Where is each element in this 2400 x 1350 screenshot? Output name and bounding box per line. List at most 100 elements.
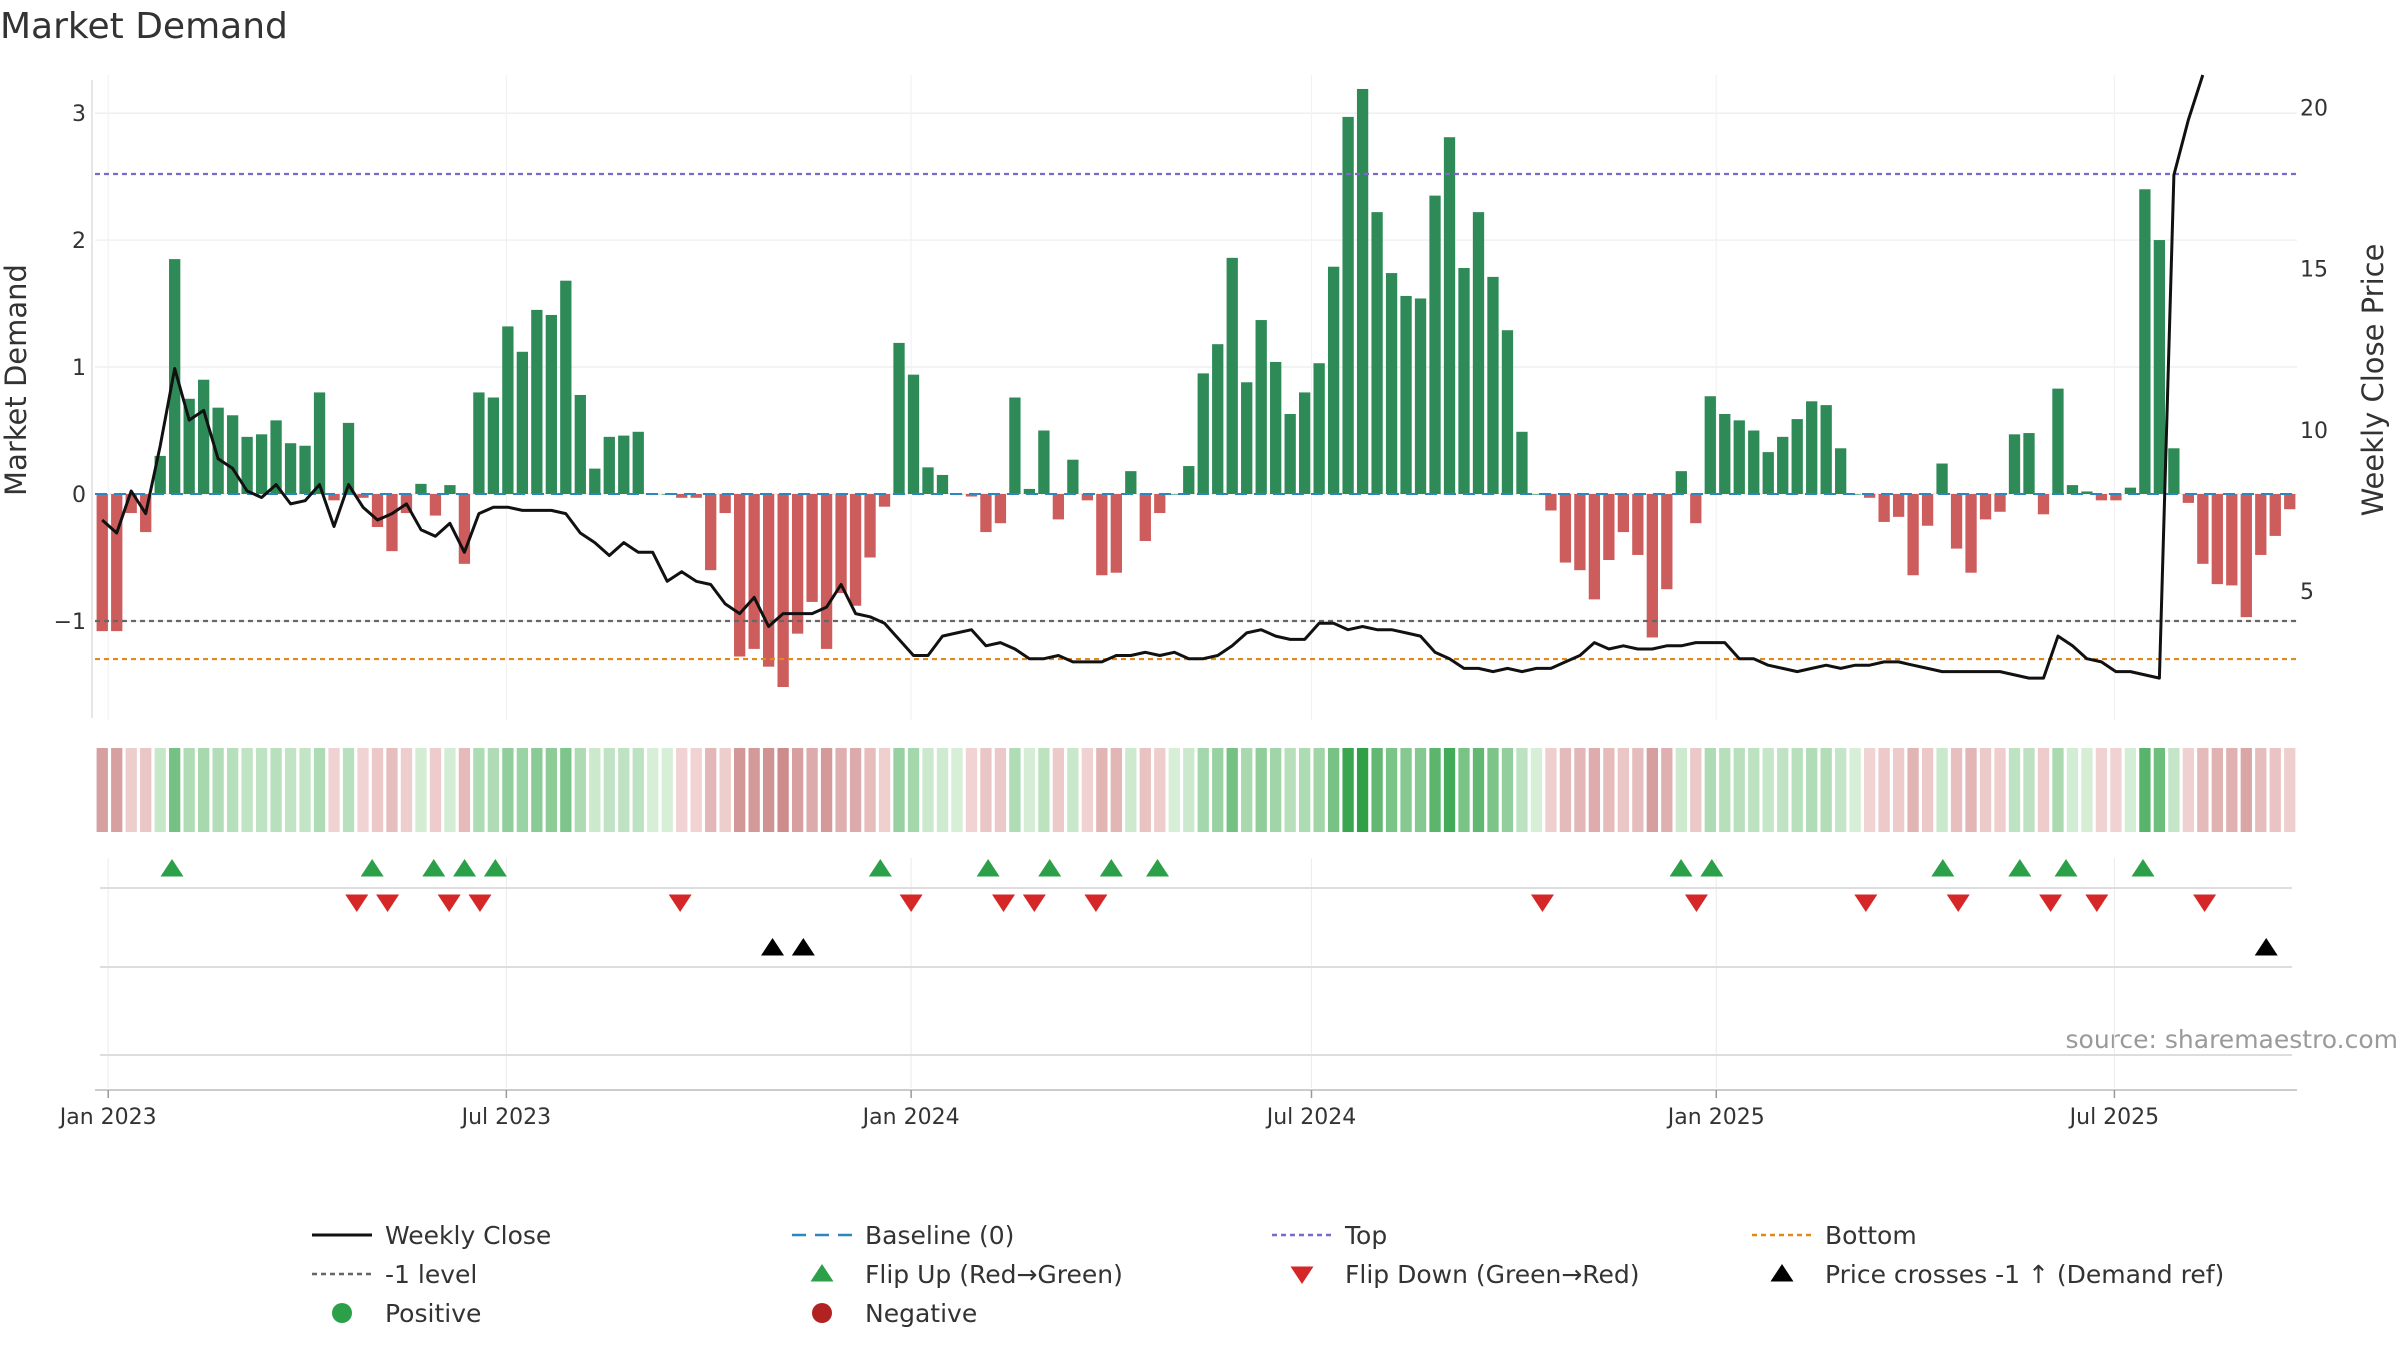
demand-bar	[2168, 448, 2180, 494]
heat-cell	[907, 748, 920, 832]
heat-cell	[1154, 748, 1166, 832]
flip-up-marker	[160, 859, 184, 877]
demand-bar	[1704, 396, 1716, 494]
demand-bar	[1820, 405, 1832, 494]
heat-cell	[140, 748, 152, 832]
legend-circle-icon	[812, 1303, 832, 1323]
source-note: source: sharemaestro.com	[2066, 1025, 2399, 1054]
legend-label: Negative	[865, 1299, 977, 1328]
heat-cell	[270, 748, 282, 832]
flip-up-marker	[1146, 859, 1170, 877]
demand-bar	[2284, 493, 2296, 510]
flip-down-marker	[668, 894, 692, 912]
heat-cell	[1733, 748, 1745, 832]
heat-cell	[2255, 748, 2267, 832]
heat-cell	[719, 748, 731, 832]
heat-cell	[835, 748, 847, 832]
demand-bar	[111, 493, 123, 632]
legend-item: Top	[1272, 1221, 1387, 1250]
flip-down-marker	[2039, 894, 2063, 912]
demand-bar	[835, 493, 847, 594]
demand-bar	[1878, 493, 1890, 522]
heat-cell	[1820, 748, 1832, 832]
demand-bar	[1646, 493, 1658, 638]
flip-down-marker	[1022, 894, 1046, 912]
heat-cell	[1516, 748, 1528, 832]
heat-cell	[2240, 748, 2252, 832]
heat-cell	[1400, 748, 1412, 832]
heat-cell	[1081, 748, 1093, 832]
demand-bar	[1052, 493, 1065, 520]
heat-cell	[111, 748, 123, 832]
demand-bar	[444, 485, 456, 494]
heat-cell	[994, 748, 1007, 832]
demand-bar	[1632, 493, 1644, 555]
legend-label: Flip Down (Green→Red)	[1345, 1260, 1640, 1289]
demand-bar	[198, 379, 210, 494]
demand-bar	[1009, 397, 1021, 494]
demand-bar	[371, 493, 384, 528]
demand-bar	[2139, 189, 2151, 494]
demand-bar	[357, 493, 369, 498]
heat-cell	[342, 748, 355, 832]
demand-bar	[2197, 493, 2209, 564]
heat-cell	[473, 748, 485, 832]
demand-bar	[125, 493, 137, 514]
heat-cell	[1429, 748, 1441, 832]
demand-bars	[96, 88, 2296, 687]
demand-bar	[1907, 493, 1919, 576]
heat-cell	[1197, 748, 1209, 832]
demand-bar	[1835, 448, 1847, 494]
demand-bar	[1284, 414, 1296, 494]
flip-down-marker	[2193, 894, 2217, 912]
heat-cell	[1226, 748, 1238, 832]
heat-cell	[2182, 748, 2194, 832]
heat-cell	[936, 748, 949, 832]
heat-cell	[1241, 748, 1253, 832]
heat-cell	[1545, 748, 1557, 832]
demand-bar	[502, 326, 514, 494]
heat-cell	[1588, 748, 1601, 832]
flip-down-marker	[899, 894, 923, 912]
demand-bar	[1458, 267, 1470, 494]
legend-item: Weekly Close	[312, 1221, 551, 1250]
price-cross-marker	[2254, 938, 2278, 956]
demand-bar	[1762, 452, 1774, 494]
demand-bar	[1806, 401, 1818, 494]
demand-bar	[1342, 116, 1354, 494]
heat-cell	[1675, 748, 1687, 832]
price-cross-marker	[761, 938, 785, 956]
demand-bar	[1516, 431, 1528, 494]
x-tick-label: Jul 2025	[2068, 1105, 2160, 1130]
heat-cell	[647, 748, 659, 832]
demand-bar	[893, 342, 905, 494]
demand-bar	[284, 443, 297, 494]
y-axis-label: Market Demand	[0, 264, 33, 496]
price-line-layer	[101, 74, 2205, 680]
legend-label: Weekly Close	[385, 1221, 551, 1250]
heat-cell	[2197, 748, 2209, 832]
demand-bar	[878, 493, 891, 507]
heat-cell	[241, 748, 253, 832]
heat-cell	[1125, 748, 1137, 832]
y-tick-label: −1	[54, 610, 86, 635]
heat-cell	[589, 748, 601, 832]
demand-bar	[820, 493, 833, 649]
heat-cell	[1052, 748, 1065, 832]
flip-down-marker	[1854, 894, 1878, 912]
heat-cell	[951, 748, 963, 832]
heat-cell	[429, 748, 442, 832]
legend-item: Price crosses -1 ↑ (Demand ref)	[1770, 1260, 2224, 1289]
demand-bar	[1690, 493, 1702, 524]
demand-bar	[806, 493, 818, 602]
weekly-close-line	[101, 74, 2205, 680]
demand-bar	[1226, 257, 1238, 494]
heat-cell	[415, 748, 427, 832]
demand-bar	[1255, 320, 1267, 494]
demand-bar	[299, 445, 311, 494]
heat-cell	[1023, 748, 1036, 832]
flip-down-marker	[992, 894, 1016, 912]
demand-bar	[1994, 493, 2006, 512]
heat-cell	[212, 748, 224, 832]
demand-bar	[2066, 485, 2079, 494]
